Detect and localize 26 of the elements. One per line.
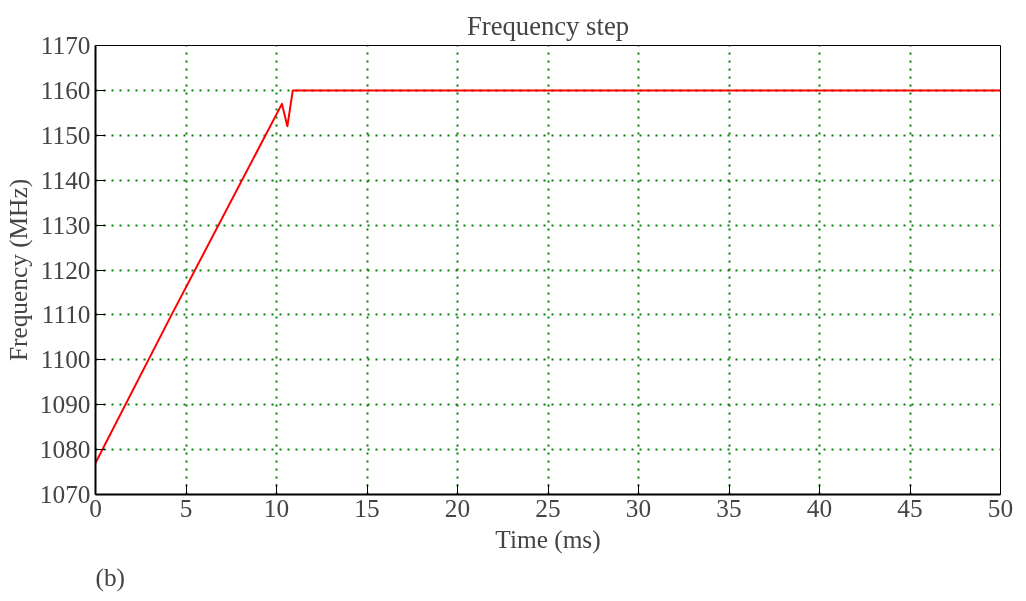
x-tick-label: 30 xyxy=(625,493,652,522)
x-tick-label: 20 xyxy=(444,493,471,522)
x-tick-label: 25 xyxy=(535,493,561,522)
y-tick-label: 1110 xyxy=(41,300,91,329)
y-tick-label: 1170 xyxy=(40,31,91,59)
x-tick-label: 50 xyxy=(987,493,1014,522)
x-tick-label: 15 xyxy=(354,493,380,522)
y-tick-label: 1160 xyxy=(40,75,91,104)
x-tick-label: 35 xyxy=(716,493,742,522)
x-tick-label: 40 xyxy=(806,493,833,522)
y-tick-label: 1080 xyxy=(39,435,91,464)
y-tick-label: 1100 xyxy=(40,345,91,374)
y-tick-label: 1120 xyxy=(40,255,91,284)
y-tick-label: 1090 xyxy=(39,390,91,419)
x-tick-label: 45 xyxy=(897,493,923,522)
x-axis-title: Time (ms) xyxy=(495,524,601,554)
y-tick-label: 1130 xyxy=(40,210,91,239)
x-tick-label: 5 xyxy=(179,493,193,522)
y-axis-title: Frequency (MHz) xyxy=(3,178,33,362)
y-tick-label: 1140 xyxy=(40,165,91,194)
chart-title: Frequency step xyxy=(466,10,630,41)
x-tick-label: 0 xyxy=(89,493,102,522)
y-tick-label: 1150 xyxy=(40,120,91,149)
text: (b) xyxy=(95,562,126,592)
y-tick-label: 1070 xyxy=(39,480,91,508)
x-tick-label: 10 xyxy=(263,493,290,522)
